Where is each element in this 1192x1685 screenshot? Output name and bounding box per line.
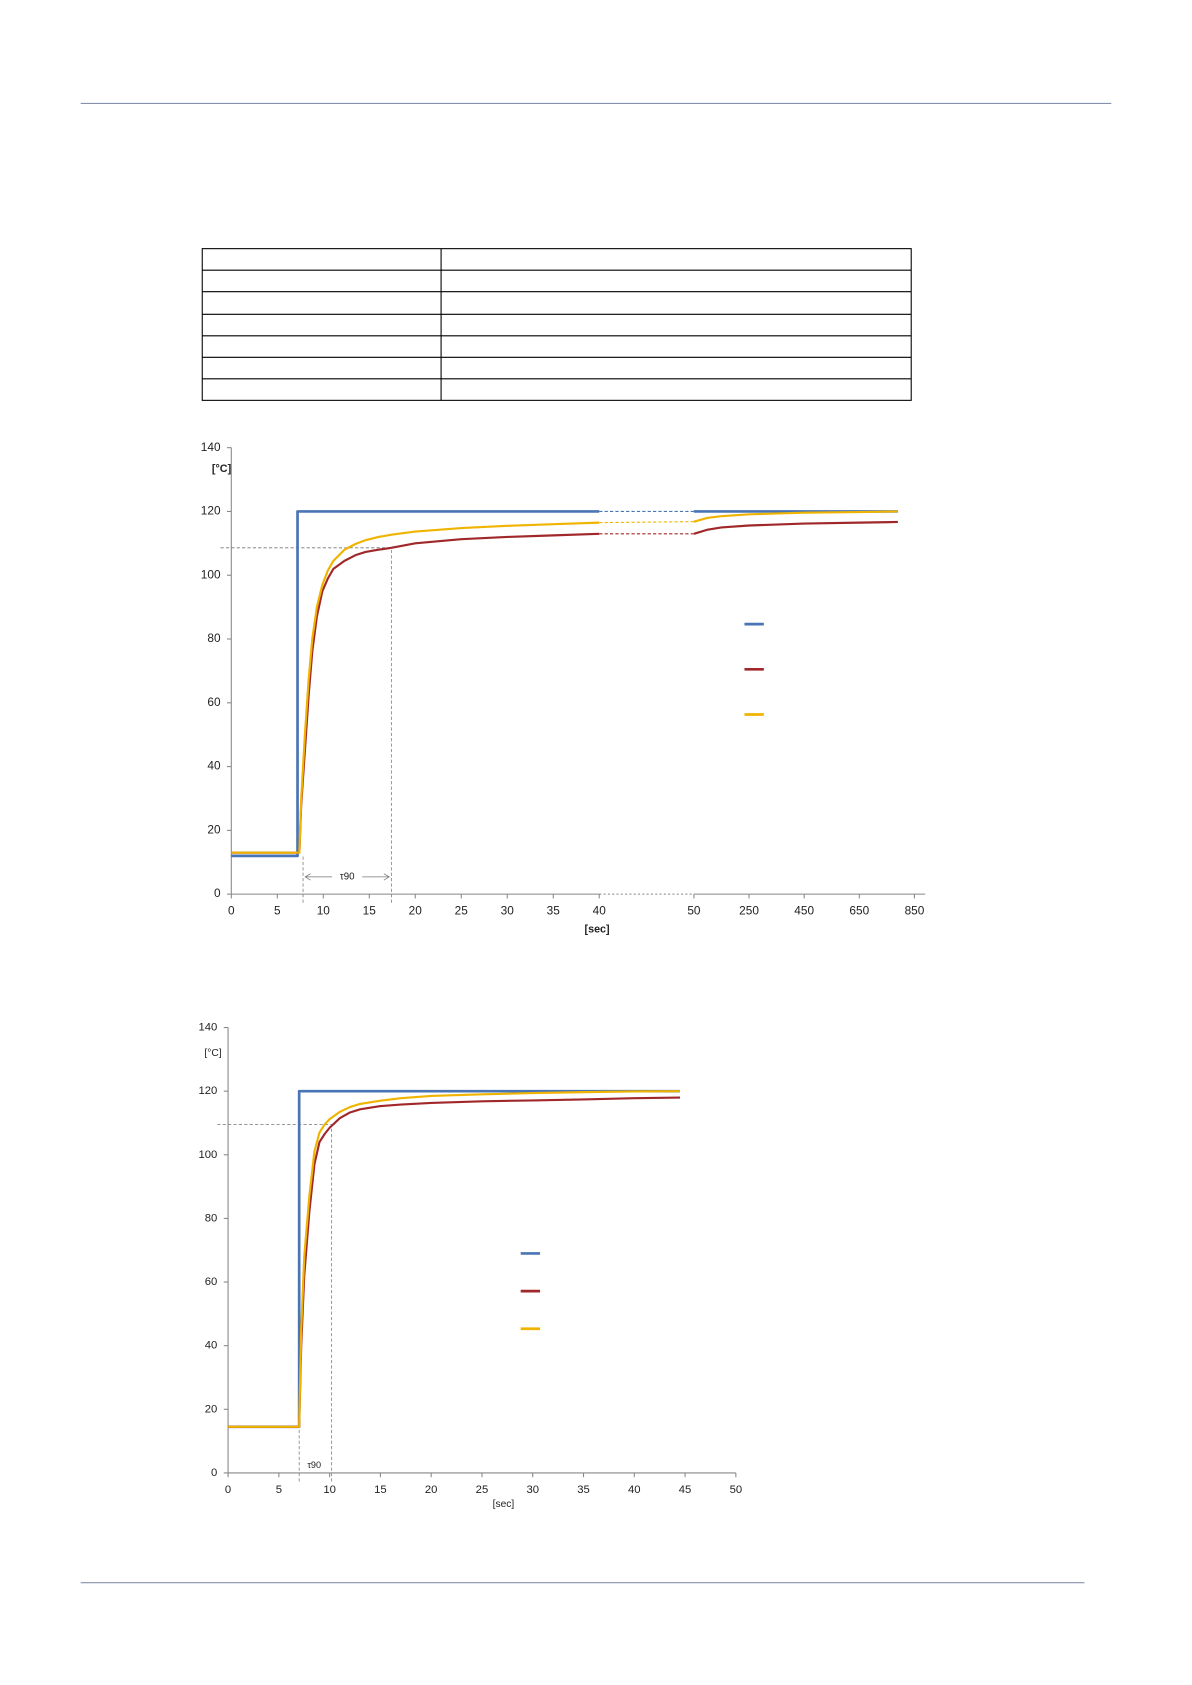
x-tick-label: 20 [409,903,423,917]
x-tick-label: 450 [794,903,814,917]
x-tick-label: 30 [501,903,515,917]
x-axis-label: [sec] [585,923,610,935]
y-tick-label: 80 [207,631,221,645]
x-tick-label: 25 [455,903,469,917]
x-tick-label: 0 [228,903,235,917]
annotation: τ90 [307,1460,321,1470]
x-tick-label: 15 [363,903,377,917]
x-tick-label: 50 [687,903,701,917]
x-tick-label: 45 [679,1484,692,1496]
empty-table [201,248,912,401]
y-tick-label: 100 [201,567,221,581]
y-tick-label: 120 [201,504,221,518]
y-tick-label: 60 [205,1276,218,1288]
y-tick-label: 0 [211,1467,217,1479]
x-tick-label: 50 [730,1484,743,1496]
x-tick-label: 15 [374,1484,387,1496]
series-line [231,510,600,858]
y-tick-label: 0 [214,886,221,900]
series-line [231,521,600,854]
x-tick-label: 35 [547,903,561,917]
series-connector [599,521,694,524]
y-tick-label: 100 [198,1149,217,1161]
y-tick-label: 80 [205,1212,218,1224]
x-tick-label: 5 [276,1484,282,1496]
annotation-arrow [304,873,333,881]
y-tick-label: 40 [207,759,221,773]
y-tick-label: 120 [198,1085,217,1097]
y-axis-label: [°C] [212,463,231,475]
y-tick-label: 140 [198,1022,217,1034]
series-line [693,520,898,535]
x-tick-label: 650 [849,903,869,917]
y-tick-label: 60 [207,695,221,709]
x-tick-label: 25 [476,1484,489,1496]
series-line [228,1089,680,1429]
x-tick-label: 5 [274,903,281,917]
x-tick-label: 30 [526,1484,539,1496]
x-tick-label: 250 [739,903,759,917]
annotation: τ90 [340,871,355,882]
series-line [228,1090,681,1428]
x-tick-label: 40 [628,1484,641,1496]
x-tick-label: 10 [323,1484,336,1496]
x-tick-label: 850 [905,903,925,917]
annotation-arrow [362,873,390,881]
series-line [231,532,600,854]
x-tick-label: 10 [317,903,331,917]
x-tick-label: 35 [577,1484,590,1496]
x-tick-label: 40 [593,903,607,917]
y-tick-label: 40 [205,1340,218,1352]
series-line [228,1096,681,1428]
x-axis-label: [sec] [493,1499,515,1510]
y-tick-label: 20 [205,1403,218,1415]
x-tick-label: 0 [225,1484,231,1496]
x-tick-label: 20 [425,1484,438,1496]
series-line [693,510,898,523]
y-tick-label: 140 [201,440,221,454]
y-axis-label: [°C] [204,1048,221,1059]
y-tick-label: 20 [207,822,221,836]
